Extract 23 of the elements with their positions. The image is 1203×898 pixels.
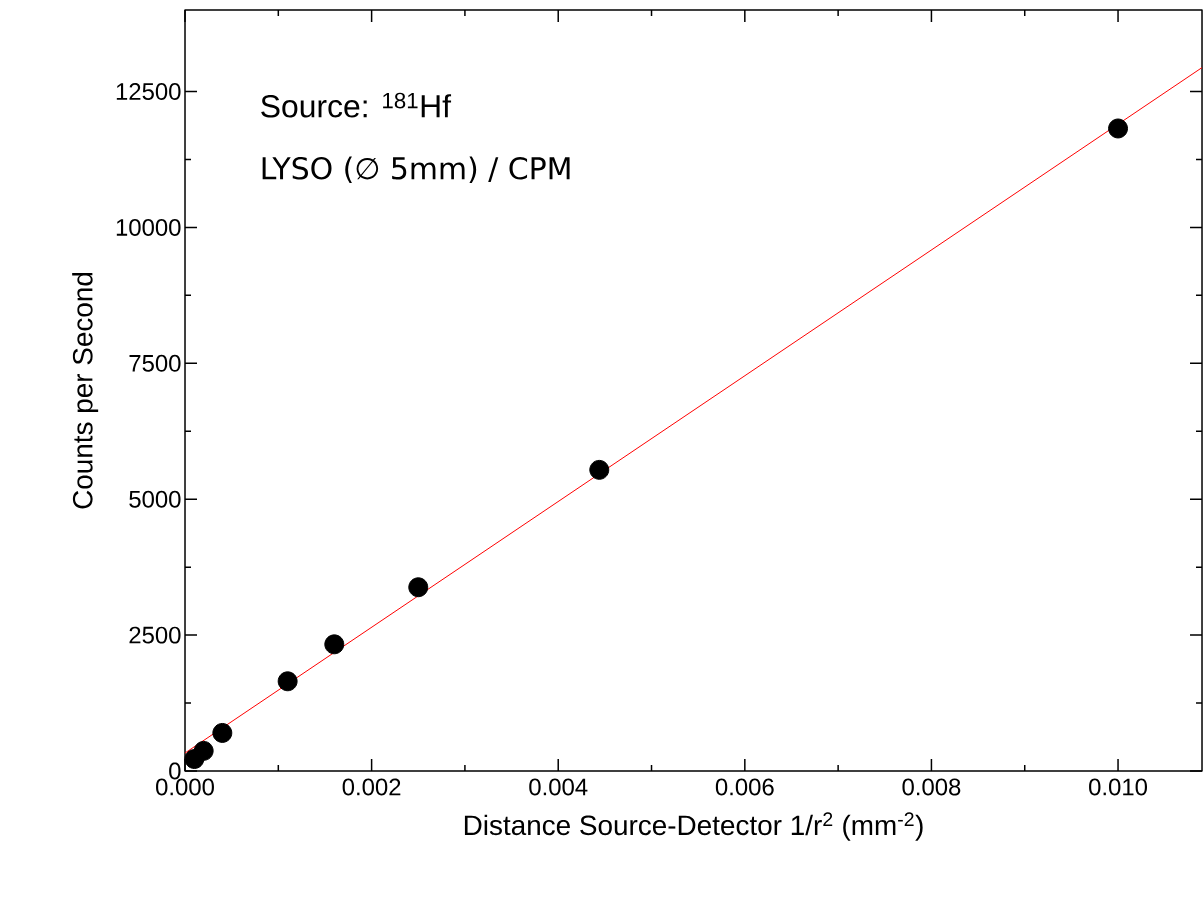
x-axis-title: Distance Source-Detector 1/r$^{2}$ (mm$^{-2}$) xyxy=(464,812,923,841)
y-tick-label: 7500 xyxy=(129,354,181,372)
point xyxy=(589,459,610,480)
x-tick-label: 0.010 xyxy=(1089,778,1148,796)
point xyxy=(193,740,214,761)
x-tick-label: 0.008 xyxy=(902,778,961,796)
y-tick-label: 5000 xyxy=(129,490,181,508)
y-tick-label: 0 xyxy=(169,762,181,780)
point xyxy=(277,671,298,692)
y-axis-title: Counts per Second xyxy=(72,272,99,509)
y-tick-label: 2500 xyxy=(129,626,181,644)
point xyxy=(1108,118,1129,139)
x-tick-label: 0.002 xyxy=(342,778,401,796)
annotation: Source: $^{181}$Hf xyxy=(261,92,452,118)
point xyxy=(408,577,429,598)
x-tick-label: 0.000 xyxy=(156,778,214,796)
y-tick-label: 10000 xyxy=(116,218,181,236)
point xyxy=(212,722,233,743)
point xyxy=(324,634,345,655)
y-tick-label: 12500 xyxy=(116,83,181,100)
annotation: LYSO (∅ 5mm) / CPM xyxy=(262,156,570,184)
x-tick-label: 0.006 xyxy=(715,778,774,796)
x-tick-label: 0.004 xyxy=(529,778,588,796)
